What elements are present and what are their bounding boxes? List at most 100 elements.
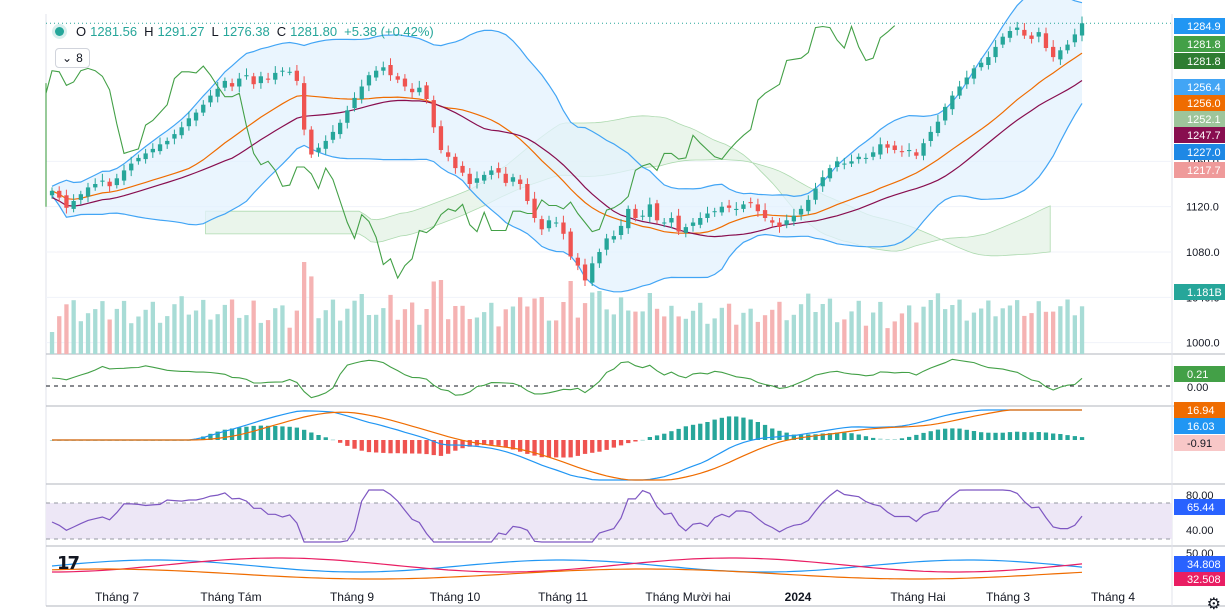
macd-histogram-bar	[1043, 432, 1049, 440]
candle-body	[791, 215, 796, 222]
macd-histogram-bar	[345, 440, 350, 446]
indicators-collapse-button[interactable]: ⌄ 8	[55, 48, 90, 68]
macd-histogram-bar	[712, 419, 717, 440]
volume-bar	[525, 306, 530, 354]
volume-tag	[1174, 284, 1225, 300]
volume-bar	[734, 324, 739, 354]
candle-body	[871, 152, 876, 157]
volume-bar	[258, 322, 263, 354]
candle-body	[611, 236, 616, 240]
dmi-line	[51, 559, 1083, 573]
volume-bar	[460, 305, 465, 354]
macd-histogram-bar	[835, 432, 840, 440]
macd-histogram-bar	[381, 440, 386, 453]
candle-body	[964, 77, 969, 85]
tradingview-logo[interactable]: 17	[57, 553, 80, 574]
price-tag	[1174, 162, 1225, 178]
volume-bar	[57, 316, 62, 354]
macd-histogram-bar	[611, 440, 616, 448]
candle-body	[676, 215, 681, 232]
macd-histogram-bar	[705, 422, 710, 440]
price-tag-label: 1227.0	[1187, 147, 1221, 159]
volume-bar	[532, 298, 537, 354]
macd-histogram-bar	[770, 428, 775, 440]
candle-body	[316, 147, 321, 153]
volume-bar	[1072, 315, 1077, 354]
volume-bar	[899, 313, 905, 354]
volume-bar	[229, 299, 235, 354]
oscillator-line	[51, 358, 1083, 399]
candle-body	[309, 129, 314, 155]
volume-bar	[338, 320, 343, 354]
volume-bar	[71, 300, 76, 354]
macd-histogram-bar	[957, 428, 962, 440]
candle-body	[640, 215, 645, 217]
kijun-line	[51, 80, 1083, 238]
macd-histogram-bar	[568, 440, 573, 458]
volume-bar	[842, 319, 847, 354]
macd-histogram-bar	[871, 437, 876, 440]
macd-histogram-bar	[741, 417, 746, 440]
low-value: 1276.38	[222, 24, 270, 39]
volume-bar	[244, 315, 249, 354]
rsi-tick-label: 40.00	[1186, 525, 1214, 537]
volume-bar	[568, 281, 573, 354]
volume-bar	[683, 318, 688, 354]
candle-body	[157, 144, 163, 152]
macd-histogram-bar	[402, 440, 408, 454]
volume-bar	[1079, 306, 1085, 354]
volume-tag-label: 1.181B	[1187, 287, 1222, 299]
volume-bar	[374, 314, 379, 354]
bollinger-lower	[51, 103, 1083, 293]
volume-bar	[856, 300, 861, 354]
volume-bar	[690, 310, 696, 354]
volume-bar	[172, 304, 177, 354]
macd-histogram-bar	[438, 440, 444, 456]
ohlc-legend: O 1281.56 H 1291.27 L 1276.38 C 1281.80 +5.3…	[55, 24, 437, 39]
macd-histogram-bar	[316, 435, 321, 440]
macd-histogram-bar	[907, 436, 912, 440]
macd-histogram-bar	[626, 440, 631, 444]
macd-histogram-bar	[489, 440, 494, 445]
candle-body	[381, 67, 386, 71]
volume-bar	[604, 309, 609, 354]
series-status-icon	[55, 27, 64, 36]
candle-body	[193, 112, 199, 121]
dmi-tag-label: 34.808	[1187, 559, 1221, 571]
volume-bar	[150, 301, 155, 354]
candle-body	[244, 75, 249, 77]
candle-body	[280, 70, 285, 72]
price-tag-label: 1281.8	[1187, 56, 1221, 68]
macd-histogram-bar	[734, 416, 739, 440]
macd-histogram-bar	[590, 440, 595, 453]
volume-bar	[712, 318, 717, 354]
price-tag	[1174, 95, 1225, 111]
candle-body	[986, 57, 991, 65]
macd-histogram-bar	[395, 440, 400, 454]
macd-histogram-bar	[726, 416, 732, 440]
bollinger-fill	[52, 0, 1082, 292]
candle-body	[201, 104, 206, 113]
macd-histogram-bar	[640, 439, 645, 441]
macd-histogram-bar	[676, 428, 681, 440]
candle-body	[914, 152, 919, 156]
candle-body	[755, 204, 760, 212]
rsi-tag-label: 65.44	[1187, 502, 1215, 514]
macd-histogram-bar	[338, 440, 343, 443]
candle-body	[762, 210, 768, 218]
gear-icon[interactable]: ⚙	[1206, 596, 1221, 613]
candle-body	[49, 190, 55, 196]
low-label: L	[211, 24, 219, 39]
volume-bar	[496, 326, 501, 354]
macd-histogram-bar	[842, 432, 847, 440]
macd-histogram-bar	[820, 433, 825, 440]
volume-bar	[410, 302, 415, 354]
volume-bar	[1007, 305, 1013, 354]
candle-body	[446, 152, 451, 157]
candle-body	[222, 80, 227, 88]
candle-body	[366, 75, 372, 86]
price-tag	[1174, 36, 1225, 52]
candle-body	[885, 144, 890, 148]
macd-histogram-bar	[993, 432, 998, 440]
